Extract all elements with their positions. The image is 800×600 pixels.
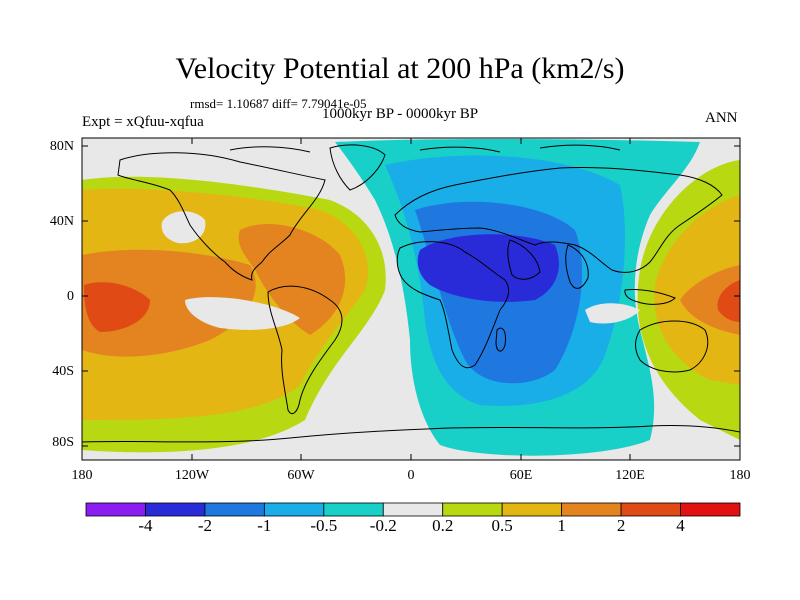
lat-tick-label: 0 [67, 289, 74, 304]
axis-ticks [81, 138, 741, 460]
coast-australia [635, 320, 709, 373]
lat-tick-label: 80S [52, 435, 74, 450]
coast-africa [396, 241, 510, 369]
neutral-patch-north-pacific [161, 211, 206, 244]
lat-tick-label: 40N [49, 214, 74, 229]
colorbar-tick-label: 0.5 [491, 516, 513, 535]
coast-arabia [507, 239, 541, 280]
lon-tick-label: 120E [615, 468, 645, 483]
colorbar-swatch [323, 502, 384, 517]
neutral-patch-south-pacific [185, 297, 300, 330]
colorbar-tick-label: 2 [616, 516, 626, 535]
contour-positive-level-3 [82, 249, 256, 357]
coast-madagascar [495, 327, 506, 352]
colorbar-swatch [501, 502, 563, 517]
colorbar-tick-label: 4 [676, 516, 685, 535]
coast-india [565, 244, 589, 289]
lon-tick-label: 180 [71, 468, 93, 483]
colorbar-swatch [145, 502, 206, 517]
colorbar-tick-label: 0.2 [432, 516, 454, 535]
colorbar-tick-label: 1 [557, 516, 566, 535]
colorbar-swatch [204, 502, 265, 517]
season-label: ANN [705, 110, 738, 126]
colorbar-tick-label: -1 [257, 516, 272, 535]
contour-positive-level-3-america [238, 224, 346, 335]
coast-antarctica [82, 424, 740, 443]
colorbar-swatch [85, 502, 146, 517]
period-label: 1000kyr BP - 0000kyr BP [322, 106, 479, 122]
colorbar-swatch [382, 502, 444, 517]
colorbar-swatch [263, 502, 325, 517]
lon-tick-label: 0 [407, 468, 415, 483]
colorbar-tick-label: -4 [138, 516, 153, 535]
lon-tick-label: 120W [174, 468, 210, 483]
colorbar-swatch [561, 502, 622, 517]
lat-tick-label: 40S [52, 364, 74, 379]
colorbar [85, 502, 741, 517]
lat-tick-label: 80N [49, 139, 74, 154]
lon-tick-label: 180 [729, 468, 751, 483]
coast-south-america [267, 285, 343, 415]
stats-line: rmsd= 1.10687 diff= 7.79041e-05 [190, 96, 367, 111]
colorbar-tick-label: -2 [197, 516, 212, 535]
coast-eurasia [394, 166, 723, 273]
contour-positive-level-3-west-pacific [680, 265, 740, 335]
colorbar-swatch [680, 502, 741, 517]
colorbar-swatch [620, 502, 681, 517]
lon-tick-label: 60W [287, 468, 315, 483]
colorbar-swatch [442, 502, 503, 517]
contour-positive-level-4 [84, 282, 150, 332]
coast-north-america [117, 152, 326, 281]
colorbar-tick-label: -0.2 [369, 516, 397, 535]
contour-field [82, 138, 740, 460]
neutral-patch-indian-ocean [585, 303, 640, 324]
coast-arctic-islands [229, 144, 621, 153]
experiment-label: Expt = xQfuu-xqfua [82, 114, 204, 130]
contour-positive-level-4-west-pacific [717, 280, 740, 322]
coast-greenland [329, 144, 386, 191]
coast-maritime-continent [624, 289, 676, 305]
coastlines [82, 144, 740, 443]
colorbar-tick-label: -0.5 [310, 516, 338, 535]
lon-tick-label: 60E [509, 468, 533, 483]
plot-title: Velocity Potential at 200 hPa (km2/s) [175, 52, 625, 85]
